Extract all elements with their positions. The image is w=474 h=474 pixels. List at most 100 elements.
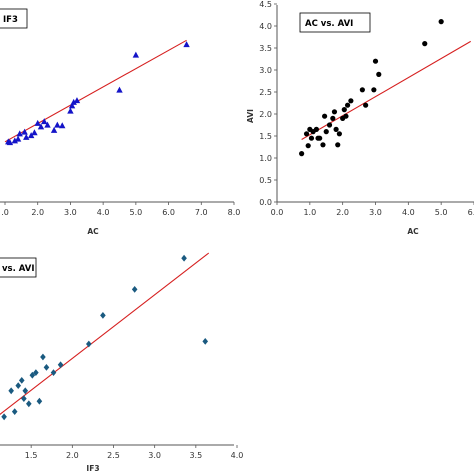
data-point xyxy=(50,126,58,133)
data-point xyxy=(50,369,57,376)
data-point xyxy=(68,102,76,109)
data-point xyxy=(26,400,32,408)
data-point xyxy=(344,102,351,108)
x-tick-label: .0 xyxy=(1,208,9,217)
data-point xyxy=(1,413,7,421)
data-point xyxy=(131,286,138,293)
x-tick-label: 0.0 xyxy=(271,208,284,217)
data-point xyxy=(27,132,35,139)
data-point xyxy=(6,139,14,146)
x-tick-label: 3.0 xyxy=(148,451,161,460)
x-tick-label: 2.0 xyxy=(336,208,349,217)
data-point xyxy=(11,137,19,144)
data-point xyxy=(317,135,323,141)
data-point xyxy=(67,107,74,114)
x-tick-label: 3.0 xyxy=(64,208,77,217)
fit-line-group xyxy=(0,252,210,415)
data-point xyxy=(313,126,319,132)
data-point xyxy=(343,113,349,119)
data-point xyxy=(41,118,48,125)
y-axis-label: AVI xyxy=(246,109,255,123)
data-point xyxy=(21,395,27,402)
panel-ac-vs-avi: 0.0 1.0 2.0 3.0 4.0 5.0 6.0 0.0 0.5 1.0 1.5 2.0 2.5… xyxy=(246,0,474,236)
x-tick-label: 3.0 xyxy=(369,208,382,217)
x-tick-label: 8.0 xyxy=(228,208,241,217)
data-point xyxy=(11,408,18,415)
data-point xyxy=(18,377,25,384)
data-point xyxy=(323,129,329,135)
regression-line xyxy=(4,39,187,143)
data-point xyxy=(308,135,315,141)
data-point xyxy=(348,98,354,104)
data-point xyxy=(183,41,190,48)
panel-if3: .0 2.0 3.0 4.0 5.0 6.0 7.0 8.0 AC IF3 xyxy=(0,8,240,236)
x-tick-label: 5.0 xyxy=(435,208,448,217)
data-point xyxy=(322,113,328,119)
data-point xyxy=(202,338,209,345)
data-point xyxy=(15,382,22,389)
points-group xyxy=(299,19,444,157)
x-tick-label: 2.0 xyxy=(31,208,44,217)
data-point xyxy=(23,133,30,140)
x-tick-label: 1.0 xyxy=(303,208,316,217)
data-point xyxy=(73,97,81,104)
title-box xyxy=(299,12,371,33)
data-point xyxy=(33,369,39,376)
data-point xyxy=(22,387,29,395)
x-tick-label: 4.0 xyxy=(97,208,110,217)
data-point xyxy=(16,130,23,137)
points-group xyxy=(5,41,190,146)
data-point xyxy=(44,121,51,128)
data-point xyxy=(34,119,41,126)
y-tick-label: 4.0 xyxy=(259,22,272,31)
data-point xyxy=(363,102,369,108)
data-point xyxy=(116,86,123,93)
chart-title: IF3 xyxy=(3,15,18,25)
y-tick-label: 4.5 xyxy=(259,0,272,9)
data-point xyxy=(326,122,333,128)
data-point xyxy=(31,129,38,136)
y-tick-label: 0.0 xyxy=(259,198,272,207)
data-point xyxy=(100,312,106,319)
data-point xyxy=(86,340,92,348)
data-point xyxy=(341,107,347,113)
x-tick-label: 2.0 xyxy=(66,451,79,460)
x-tick-label: 4.0 xyxy=(402,208,415,217)
points-group xyxy=(1,254,209,421)
y-tick-label: 3.5 xyxy=(259,44,272,53)
data-point xyxy=(8,387,14,395)
x-axis-label: AC xyxy=(407,227,419,236)
data-point xyxy=(359,87,365,93)
data-point xyxy=(132,51,140,58)
data-point xyxy=(333,126,339,132)
data-point xyxy=(335,142,341,148)
y-tick-label: 0.5 xyxy=(259,176,272,185)
y-tick-label: 2.0 xyxy=(259,110,272,119)
data-point xyxy=(336,131,342,137)
data-point xyxy=(330,115,336,121)
y-tick-label: 3.0 xyxy=(259,66,272,75)
data-point xyxy=(422,41,428,47)
x-tick-group: 1.01.52.02.53.03.54.0 xyxy=(25,445,243,460)
data-point xyxy=(376,71,382,77)
x-tick-group: 0.0 1.0 2.0 3.0 4.0 5.0 6.0 xyxy=(271,202,474,217)
x-tick-label: 2.5 xyxy=(107,451,120,460)
x-tick-label: 1.5 xyxy=(25,451,38,460)
data-point xyxy=(40,353,46,361)
panel-if3-vs-avi: 1.01.52.02.53.03.54.0 IF3 vs. AVI xyxy=(0,252,243,473)
data-point xyxy=(14,135,22,142)
data-point xyxy=(29,371,36,379)
x-tick-label: 3.5 xyxy=(189,451,202,460)
title-box xyxy=(0,257,37,278)
data-point xyxy=(299,151,305,157)
y-tick-label: 1.0 xyxy=(259,154,272,163)
x-axis-label: IF3 xyxy=(86,464,99,473)
data-point xyxy=(43,364,50,371)
data-point xyxy=(21,128,28,135)
x-tick-group: .0 2.0 3.0 4.0 5.0 6.0 7.0 8.0 xyxy=(1,202,240,217)
data-point xyxy=(181,254,187,262)
data-point xyxy=(438,19,444,25)
data-point xyxy=(305,143,311,149)
x-tick-label: 7.0 xyxy=(195,208,208,217)
